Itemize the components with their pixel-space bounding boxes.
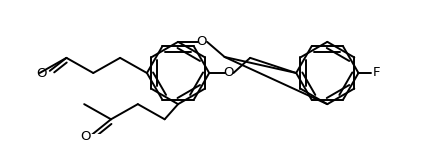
Text: O: O [80,130,91,143]
Text: O: O [224,66,234,80]
Text: F: F [373,66,380,80]
Text: O: O [197,35,207,48]
Text: O: O [36,67,46,80]
